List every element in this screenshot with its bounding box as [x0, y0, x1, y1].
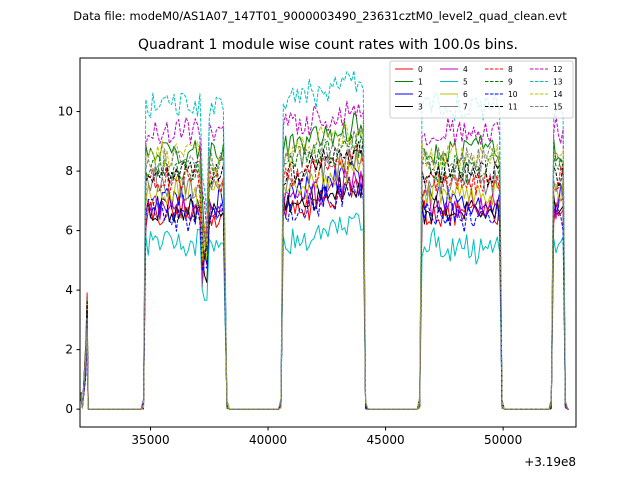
x-tick-label: 50000	[484, 433, 522, 447]
ticks-layer: 35000 40000 45000 50000 0 2 4 6 8 10	[58, 105, 523, 447]
y-tick-label: 4	[65, 283, 73, 297]
legend-label-4: 4	[463, 65, 468, 74]
series-line-15	[80, 128, 569, 410]
y-tick-label: 0	[65, 402, 73, 416]
legend-label-13: 13	[553, 78, 563, 87]
legend-label-5: 5	[463, 78, 468, 87]
legend-label-6: 6	[463, 90, 468, 99]
legend-label-9: 9	[508, 78, 513, 87]
series-line-14	[80, 123, 569, 410]
legend-label-15: 15	[553, 103, 563, 112]
y-tick-label: 2	[65, 343, 73, 357]
legend-label-10: 10	[508, 90, 518, 99]
y-tick-label: 10	[58, 105, 73, 119]
series-line-1	[80, 112, 569, 410]
series-line-8	[80, 144, 569, 410]
series-line-10	[80, 183, 569, 410]
legend-label-14: 14	[553, 90, 563, 99]
legend-label-8: 8	[508, 65, 513, 74]
legend-label-3: 3	[418, 103, 423, 112]
y-tick-label: 6	[65, 224, 73, 238]
legend-label-2: 2	[418, 90, 423, 99]
x-tick-label: 45000	[366, 433, 404, 447]
series-line-2	[80, 161, 569, 410]
legend-label-7: 7	[463, 103, 468, 112]
y-tick-label: 8	[65, 164, 73, 178]
x-offset-label: +3.19e8	[524, 455, 576, 469]
x-tick-label: 40000	[249, 433, 287, 447]
series-line-11	[80, 139, 569, 410]
legend-label-12: 12	[553, 65, 563, 74]
x-tick-label: 35000	[131, 433, 169, 447]
series-line-3	[80, 173, 569, 410]
legend-box	[389, 60, 574, 119]
series-line-5	[80, 212, 569, 410]
series-layer	[80, 70, 569, 410]
series-line-4	[80, 169, 569, 410]
legend-label-1: 1	[418, 78, 423, 87]
suptitle: Data file: modeM0/AS1A07_147T01_90000034…	[73, 9, 567, 23]
series-line-9	[80, 134, 569, 410]
chart-title: Quadrant 1 module wise count rates with …	[138, 37, 518, 53]
plot-frame	[79, 57, 577, 428]
legend-label-11: 11	[508, 103, 518, 112]
legend-label-0: 0	[418, 65, 423, 74]
series-line-12	[80, 100, 569, 410]
